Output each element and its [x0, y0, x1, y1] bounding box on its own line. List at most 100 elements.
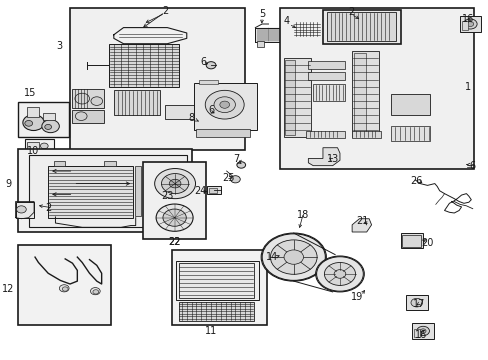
Circle shape	[206, 62, 216, 69]
Bar	[285, 60, 295, 135]
Text: 21: 21	[356, 216, 368, 226]
Bar	[194, 83, 257, 130]
Circle shape	[220, 101, 229, 108]
Text: 4: 4	[283, 17, 289, 27]
Bar	[109, 44, 179, 87]
Circle shape	[205, 90, 244, 119]
Circle shape	[91, 97, 102, 105]
Text: 5: 5	[259, 9, 264, 19]
Text: 2: 2	[347, 7, 353, 17]
Circle shape	[466, 22, 473, 27]
Text: 16: 16	[461, 14, 473, 24]
Text: 11: 11	[204, 326, 217, 336]
Bar	[390, 94, 429, 116]
Bar	[208, 188, 217, 193]
Circle shape	[262, 234, 325, 280]
Bar	[292, 22, 320, 37]
Text: 8: 8	[188, 113, 194, 123]
Bar	[142, 162, 206, 239]
Text: 16: 16	[414, 330, 427, 340]
Text: 12: 12	[2, 284, 15, 294]
Bar	[313, 84, 344, 101]
Circle shape	[75, 93, 89, 104]
Circle shape	[41, 150, 48, 156]
Circle shape	[93, 290, 99, 294]
Bar	[43, 113, 55, 120]
Text: 10: 10	[26, 146, 39, 156]
Text: 13: 13	[326, 154, 338, 164]
Text: 1: 1	[464, 82, 470, 93]
Circle shape	[23, 115, 44, 131]
Bar	[18, 244, 111, 325]
Circle shape	[236, 162, 245, 168]
Text: 7: 7	[233, 154, 239, 164]
Circle shape	[41, 143, 48, 149]
Bar	[308, 72, 344, 80]
Bar	[25, 139, 53, 160]
Bar	[413, 329, 419, 337]
Bar	[461, 21, 467, 30]
Text: 26: 26	[409, 176, 422, 186]
Bar	[27, 141, 40, 158]
Bar	[18, 102, 69, 137]
Bar	[411, 323, 433, 338]
Bar	[326, 12, 396, 41]
Circle shape	[270, 240, 316, 274]
Bar	[308, 61, 344, 69]
Bar	[70, 8, 244, 149]
Bar	[322, 10, 400, 44]
Text: 6: 6	[207, 105, 214, 116]
Bar	[72, 110, 104, 123]
Bar	[178, 302, 253, 320]
Bar	[254, 28, 284, 42]
Bar	[351, 131, 381, 138]
Bar	[164, 105, 206, 119]
Bar	[72, 89, 104, 108]
Bar	[178, 263, 253, 298]
Circle shape	[62, 287, 68, 291]
Bar	[402, 234, 420, 247]
Circle shape	[169, 179, 181, 188]
Circle shape	[161, 174, 188, 194]
Bar	[207, 186, 221, 194]
Text: 6: 6	[468, 161, 475, 171]
Bar	[104, 161, 116, 166]
Circle shape	[465, 163, 473, 168]
Bar	[351, 51, 378, 137]
Bar	[114, 90, 160, 116]
Text: 9: 9	[5, 179, 11, 189]
Text: 18: 18	[297, 210, 309, 220]
Circle shape	[324, 262, 355, 285]
Circle shape	[419, 329, 425, 333]
Text: 6: 6	[200, 57, 206, 67]
Circle shape	[230, 176, 240, 183]
Text: 3: 3	[56, 41, 62, 50]
Circle shape	[45, 125, 51, 130]
Text: 2: 2	[45, 203, 51, 213]
Bar	[284, 58, 310, 137]
Circle shape	[211, 111, 221, 118]
Bar	[256, 41, 263, 47]
Bar	[135, 166, 140, 216]
Text: 17: 17	[412, 299, 425, 309]
Text: 2: 2	[162, 6, 168, 16]
Bar	[459, 16, 480, 32]
Bar	[16, 202, 34, 218]
Circle shape	[90, 288, 100, 295]
Text: 20: 20	[421, 238, 433, 248]
Bar	[53, 161, 65, 166]
Bar	[390, 126, 429, 140]
Text: 25: 25	[222, 173, 234, 183]
Bar	[280, 8, 473, 169]
Bar	[172, 250, 266, 325]
Bar	[196, 129, 249, 137]
Circle shape	[59, 285, 69, 292]
Text: 22: 22	[168, 237, 181, 247]
Bar	[29, 155, 186, 226]
Bar	[18, 149, 191, 232]
Circle shape	[416, 326, 428, 336]
Bar	[48, 166, 133, 218]
Bar	[353, 53, 365, 135]
Text: 22: 22	[168, 237, 181, 247]
Circle shape	[42, 120, 59, 133]
